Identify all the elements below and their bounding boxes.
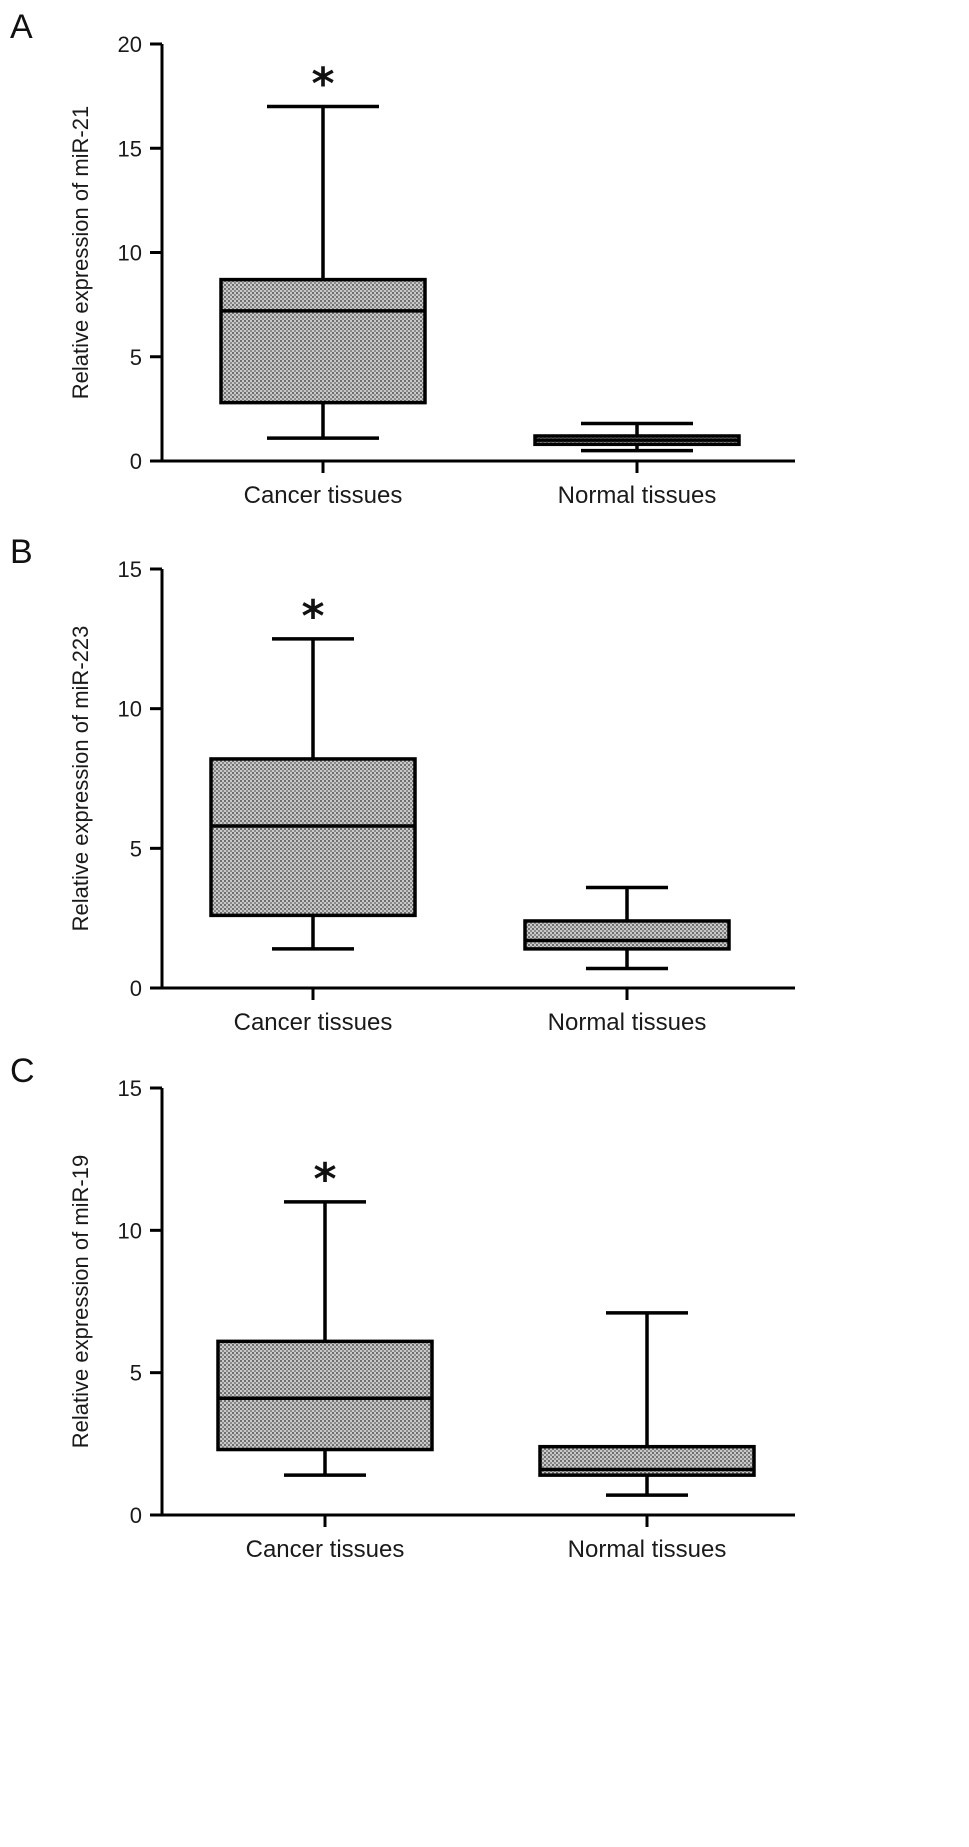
box-1 [523, 919, 731, 951]
significance-star: * [311, 59, 334, 110]
panel-a: A 0 5 10 15 20 Relative expression of miR-21 Ca… [10, 8, 795, 509]
panel-c: C 0 5 10 15 Relative expression of miR-19 Canc… [10, 1052, 795, 1563]
panel-label: B [10, 533, 33, 571]
panel-label: C [10, 1052, 35, 1090]
y-axis-label: Relative expression of miR-223 [68, 626, 93, 932]
y-tick-label: 15 [118, 136, 142, 161]
y-tick-label: 10 [118, 697, 142, 722]
y-tick-label: 5 [130, 345, 142, 370]
category-label: Cancer tissues [234, 1009, 393, 1036]
box-0 [209, 757, 417, 918]
y-tick-label: 5 [130, 1361, 142, 1386]
y-tick-label: 15 [118, 1076, 142, 1101]
significance-star: * [301, 591, 324, 642]
y-tick-label: 10 [118, 1218, 142, 1243]
significance-star: * [313, 1154, 336, 1205]
y-tick-label: 20 [118, 32, 142, 57]
y-tick-label: 15 [118, 557, 142, 582]
box-0 [216, 1339, 434, 1452]
y-tick-label: 0 [130, 449, 142, 474]
y-axis-label: Relative expression of miR-21 [68, 106, 93, 399]
y-axis-label: Relative expression of miR-19 [68, 1155, 93, 1448]
category-label: Normal tissues [568, 1536, 727, 1563]
panel-b: B 0 5 10 15 Relative expression of miR-223 Can… [10, 533, 795, 1036]
box-0 [219, 277, 427, 405]
y-tick-label: 0 [130, 1503, 142, 1528]
y-tick-label: 10 [118, 241, 142, 266]
category-label: Cancer tissues [246, 1536, 405, 1563]
y-tick-label: 0 [130, 976, 142, 1001]
category-label: Normal tissues [558, 482, 717, 509]
panel-label: A [10, 8, 33, 46]
category-label: Cancer tissues [244, 482, 403, 509]
category-label: Normal tissues [548, 1009, 707, 1036]
y-tick-label: 5 [130, 836, 142, 861]
